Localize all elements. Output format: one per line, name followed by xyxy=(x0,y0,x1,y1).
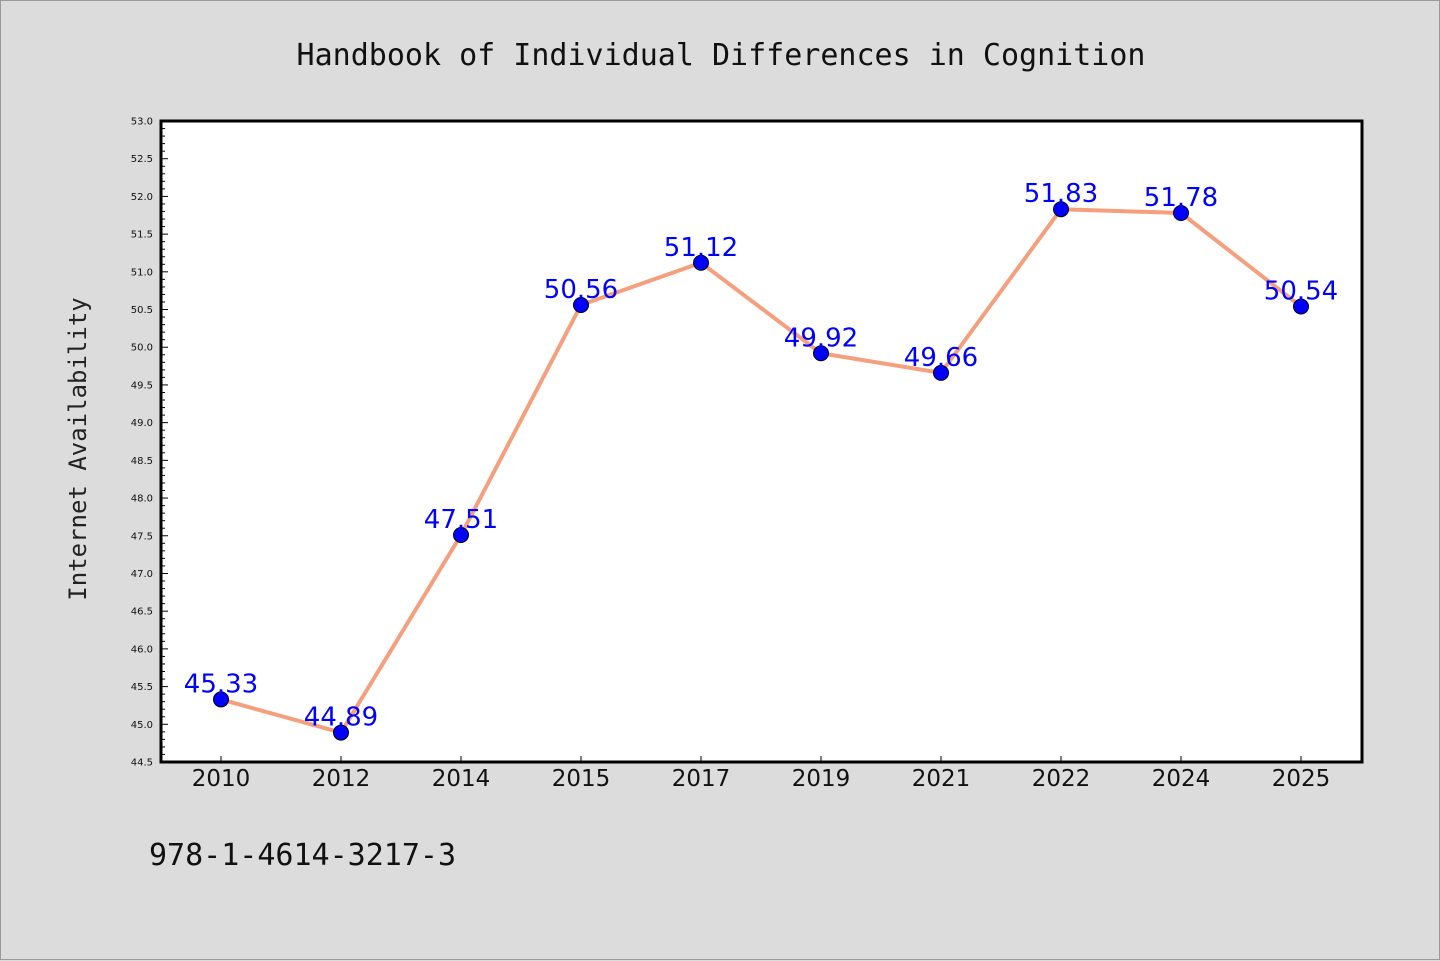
x-tick-label: 2022 xyxy=(1032,766,1091,792)
isbn-footer: 978-1-4614-3217-3 xyxy=(149,838,456,873)
y-tick-label: 50.0 xyxy=(131,343,153,354)
y-tick-label: 49.0 xyxy=(131,418,153,429)
data-point xyxy=(693,254,709,271)
x-tick-label: 2025 xyxy=(1272,766,1331,792)
x-tick-label: 2010 xyxy=(192,766,251,792)
data-point xyxy=(933,364,949,381)
data-point xyxy=(213,691,229,708)
data-label: 50.56 xyxy=(544,275,618,305)
y-tick-label: 50.5 xyxy=(131,305,153,316)
data-point xyxy=(813,345,829,362)
x-tick-label: 2015 xyxy=(552,766,611,792)
data-label: 50.54 xyxy=(1264,277,1338,307)
y-tick-label: 52.0 xyxy=(131,192,153,203)
y-tick-label: 52.5 xyxy=(131,154,153,165)
y-tick-label: 47.0 xyxy=(131,569,153,580)
data-point xyxy=(573,297,589,314)
data-label: 51.12 xyxy=(664,233,738,263)
data-label-layer: 45.33 44.89 47.51 50.56 51.12 49.92 49.66 51.83… xyxy=(184,179,1338,732)
data-label: 49.66 xyxy=(904,343,978,373)
data-point xyxy=(333,724,349,741)
data-point xyxy=(453,527,469,544)
plot-area xyxy=(159,119,1364,764)
data-label: 45.33 xyxy=(184,669,258,699)
data-label: 47.51 xyxy=(424,505,498,535)
data-label: 51.83 xyxy=(1024,179,1098,209)
x-tick-label: 2019 xyxy=(792,766,851,792)
x-tick-label: 2021 xyxy=(912,766,971,792)
y-tick-label: 51.5 xyxy=(131,230,153,241)
series-layer xyxy=(213,201,1309,741)
y-tick-label: 47.5 xyxy=(131,531,153,542)
data-point xyxy=(1293,298,1309,315)
chart-title: Handbook of Individual Differences in Co… xyxy=(297,38,1146,73)
data-point xyxy=(1173,205,1189,222)
y-tick-label: 45.0 xyxy=(131,720,153,731)
data-label: 44.89 xyxy=(304,703,378,733)
series-line xyxy=(219,207,1303,735)
y-tick-label: 51.0 xyxy=(131,267,153,278)
x-tick-label: 2017 xyxy=(672,766,731,792)
y-tick-label: 48.5 xyxy=(131,456,153,467)
y-axis-label: Internet Availability xyxy=(64,297,92,600)
y-tick-label: 48.0 xyxy=(131,494,153,505)
y-tick-label: 45.5 xyxy=(131,682,153,693)
y-tick-label: 46.5 xyxy=(131,607,153,618)
data-label: 49.92 xyxy=(784,323,858,353)
data-label: 51.78 xyxy=(1144,183,1218,213)
x-tick-label: 2014 xyxy=(432,766,491,792)
data-point xyxy=(1053,201,1069,218)
x-tick-label: 2012 xyxy=(312,766,371,792)
x-tick-label: 2024 xyxy=(1152,766,1211,792)
y-tick-label: 44.5 xyxy=(131,758,153,769)
y-tick-label: 49.5 xyxy=(131,380,153,391)
x-axis: 2010 2012 2014 2015 2017 2019 2021 2022 2024 2025 xyxy=(192,756,1331,792)
y-tick-label: 53.0 xyxy=(131,117,153,128)
y-axis: 44.5 45.0 45.5 46.0 46.5 47.0 47.5 48.0 48.5 49.0… xyxy=(131,117,168,769)
y-tick-label: 46.0 xyxy=(131,644,153,655)
